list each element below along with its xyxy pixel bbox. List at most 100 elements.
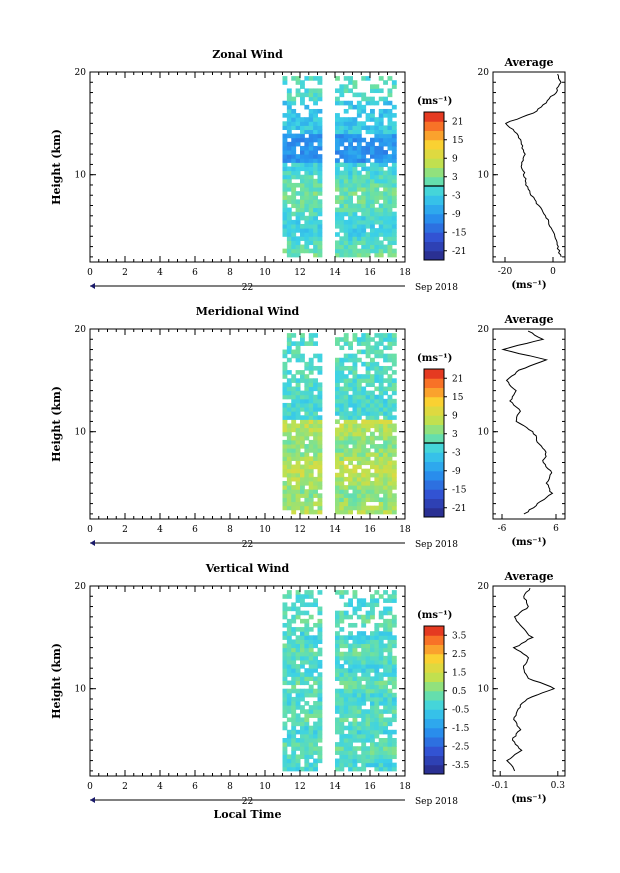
heatmap-cell <box>317 166 323 172</box>
heatmap-cell <box>370 431 375 437</box>
heatmap-cell <box>352 244 358 250</box>
heatmap-cell <box>282 145 288 151</box>
heatmap-cell <box>356 688 362 694</box>
heatmap-cell <box>387 337 393 342</box>
heatmap-cell <box>317 651 323 657</box>
heatmap-cell <box>365 394 371 400</box>
heatmap-cell <box>374 398 380 404</box>
heatmap-cell <box>335 701 340 706</box>
heatmap-cell <box>300 664 305 669</box>
heatmap-cell <box>348 738 353 743</box>
heatmap-cell <box>348 145 353 151</box>
heatmap-cell <box>348 468 353 474</box>
heatmap-cell <box>335 758 340 764</box>
heatmap-cell <box>383 684 388 690</box>
heatmap-cell <box>365 452 371 457</box>
heatmap-cell <box>391 224 397 229</box>
heatmap-cell <box>387 252 393 258</box>
heatmap-cell <box>387 415 393 420</box>
heatmap-cell <box>378 386 384 392</box>
heatmap-cell <box>378 758 384 764</box>
heatmap-cell <box>352 639 358 645</box>
heatmap-cell <box>387 762 393 768</box>
heatmap-cell <box>370 754 375 760</box>
heatmap-cell <box>378 419 384 424</box>
heatmap-cell <box>378 639 384 645</box>
heatmap-cell <box>361 688 367 694</box>
heatmap-cell <box>335 374 340 379</box>
heatmap-cell <box>304 374 310 379</box>
heatmap-cell <box>383 489 388 494</box>
heatmap-cell <box>348 382 353 388</box>
heatmap-cell <box>370 614 375 620</box>
heatmap-cell <box>383 178 388 184</box>
heatmap-cell <box>300 121 305 126</box>
heatmap-cell <box>374 415 380 420</box>
date-suffix: Sep 2018 <box>415 283 458 293</box>
heatmap-cell <box>291 435 297 441</box>
heatmap-cell <box>383 680 388 686</box>
heatmap-cell <box>387 497 393 503</box>
heatmap-cell <box>291 353 297 359</box>
heatmap-cell <box>286 113 292 118</box>
heatmap-cell <box>317 76 323 81</box>
heatmap-cell <box>352 468 358 474</box>
heatmap-cell <box>356 187 362 192</box>
heatmap-cell <box>282 606 288 612</box>
heatmap-cell <box>282 382 288 388</box>
heatmap-cell <box>282 361 288 367</box>
heatmap-cell <box>335 664 340 669</box>
heatmap-cell <box>361 191 367 196</box>
heatmap-cell <box>313 333 318 338</box>
heatmap-cell <box>313 224 318 229</box>
heatmap-cell <box>374 236 380 241</box>
heatmap-cell <box>378 170 384 176</box>
heatmap-cell <box>370 598 375 603</box>
heatmap-cell <box>300 232 305 237</box>
heatmap-cell <box>282 497 288 503</box>
heatmap-cell <box>391 141 397 147</box>
heatmap-cell <box>304 76 310 81</box>
heatmap-cell <box>391 692 397 698</box>
heatmap-cell <box>352 104 358 110</box>
heatmap-cell <box>317 211 323 217</box>
heatmap-cell <box>365 729 371 735</box>
heatmap-cell <box>378 659 384 665</box>
heatmap-cell <box>313 121 318 126</box>
heatmap-cell <box>361 729 367 735</box>
heatmap-cell <box>282 647 288 653</box>
colorbar-segment <box>424 718 444 729</box>
heatmap-cell <box>387 244 393 250</box>
heatmap-cell <box>335 125 340 131</box>
heatmap-cell <box>370 174 375 180</box>
heatmap-cell <box>282 215 288 221</box>
heatmap-cell <box>383 692 388 698</box>
heatmap-cell <box>374 505 380 511</box>
heatmap-cell <box>339 427 345 433</box>
heatmap-cell <box>313 456 318 461</box>
heatmap-cell <box>343 100 349 106</box>
heatmap-cell <box>308 733 314 739</box>
heatmap-cell <box>348 215 353 221</box>
heatmap-cell <box>308 419 314 424</box>
heatmap-cell <box>308 481 314 486</box>
heatmap-cell <box>335 411 340 416</box>
heatmap-cell <box>308 448 314 453</box>
heatmap-cell <box>365 738 371 743</box>
heatmap-cell <box>286 659 292 665</box>
heatmap-cell <box>295 228 301 233</box>
heatmap-cell <box>378 427 384 433</box>
heatmap-cell <box>348 664 353 669</box>
heatmap-cell <box>361 211 367 217</box>
heatmap-cell <box>352 211 358 217</box>
heatmap-cell <box>387 754 393 760</box>
heatmap-cell <box>313 108 318 114</box>
heatmap-cell <box>300 92 305 98</box>
heatmap-cell <box>300 680 305 686</box>
heatmap-cell <box>356 598 362 603</box>
heatmap-cell <box>361 125 367 131</box>
heatmap-cell <box>291 199 297 204</box>
heatmap-cell <box>387 199 393 204</box>
colorbar-segment <box>424 461 444 472</box>
heatmap-cell <box>308 141 314 147</box>
